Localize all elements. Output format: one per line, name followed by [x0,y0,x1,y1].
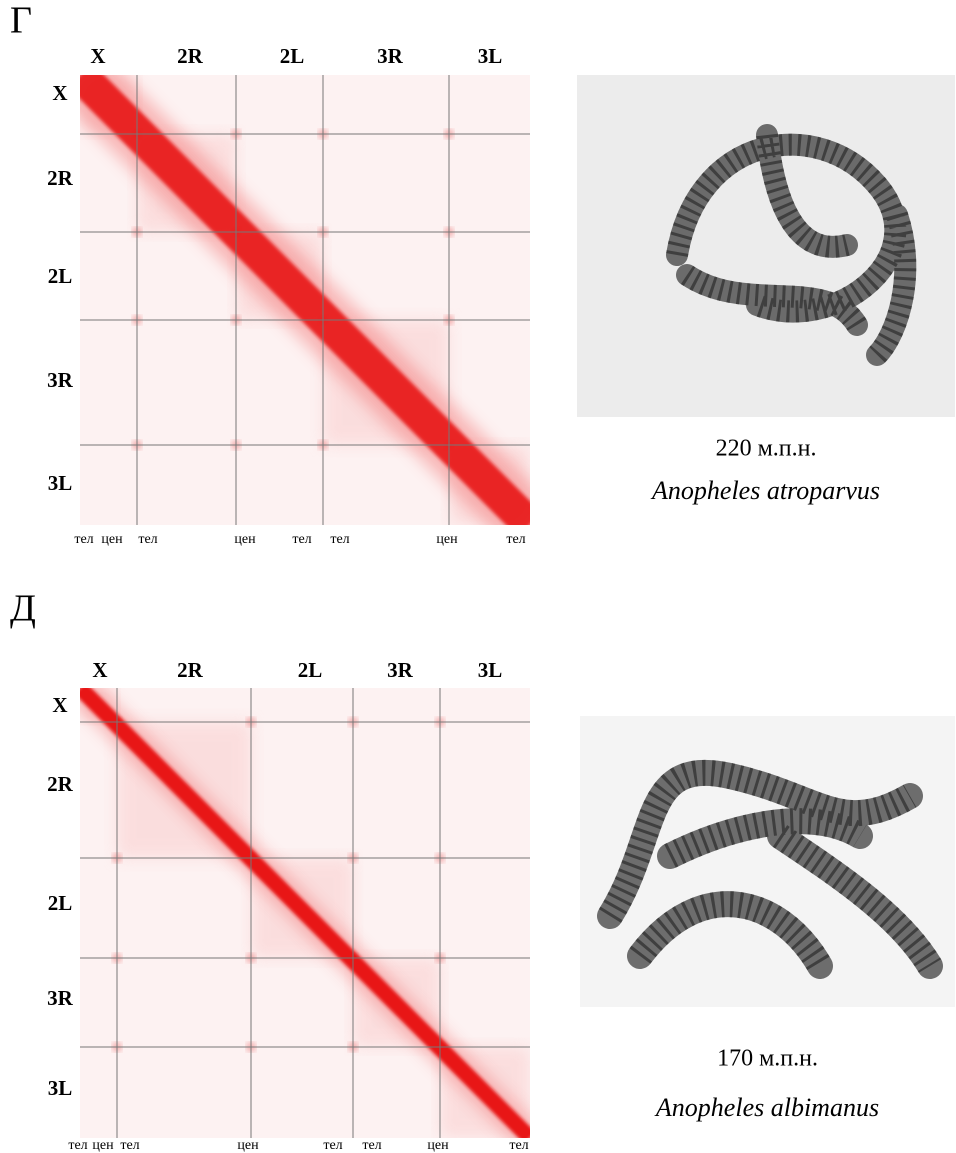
diagonal [80,688,530,1138]
bottom-label: цен [427,1138,449,1153]
row-label: 2L [48,891,73,915]
bottom-label: тел [362,1138,381,1153]
bottom-label: тел [120,1138,139,1153]
row-label: 3L [48,1076,73,1100]
panel-letter: Д [10,588,36,630]
column-label: 3L [478,44,503,68]
column-label: 2L [280,44,305,68]
species-name: Anopheles atroparvus [650,476,880,505]
bottom-label: тел [509,1138,528,1153]
row-label: 2L [48,264,73,288]
bottom-label: тел [74,532,93,547]
chromosome-bands [666,133,917,363]
genome-size: 220 м.п.н. [716,436,817,462]
row-label: X [52,693,67,717]
bottom-label: тел [68,1138,87,1153]
diagonal [80,75,530,525]
hic-map [80,688,530,1138]
row-label: X [52,81,67,105]
column-label: 3L [478,658,503,682]
column-label: 3R [387,658,414,682]
column-label: 2R [177,658,204,682]
bottom-label: цен [237,1138,259,1153]
column-label: 2L [298,658,323,682]
bottom-label: тел [506,532,525,547]
bottom-label: тел [138,532,157,547]
column-label: X [92,658,107,682]
row-label: 2R [47,166,74,190]
row-label: 2R [47,772,74,796]
bottom-label: цен [101,532,123,547]
column-label: 3R [377,44,404,68]
chromosome-bands [598,759,942,973]
species-name: Anopheles albimanus [654,1093,879,1122]
bottom-label: цен [234,532,256,547]
column-label: X [90,44,105,68]
bottom-label: цен [92,1138,114,1153]
hic-map [80,75,530,525]
bottom-label: тел [330,532,349,547]
row-label: 3R [47,368,74,392]
panel-letter: Г [10,0,32,42]
bottom-label: цен [436,532,458,547]
genome-size: 170 м.п.н. [717,1046,818,1072]
row-label: 3R [47,986,74,1010]
column-label: 2R [177,44,204,68]
bottom-label: тел [323,1138,342,1153]
bottom-label: тел [292,532,311,547]
row-label: 3L [48,471,73,495]
